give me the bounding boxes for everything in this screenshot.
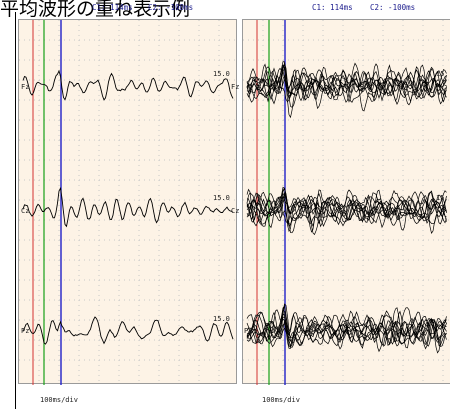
right-trace-2-6 [246, 310, 447, 354]
left-trace-1-0 [22, 186, 234, 228]
right-trace-1-8 [246, 197, 447, 236]
right-trace-0-9 [246, 77, 447, 112]
overlay-waveform-panel[interactable] [242, 19, 450, 385]
scale-label-pz-left: 15.0 [213, 315, 230, 323]
right-trace-2-7 [246, 312, 447, 349]
average-waveform-panel[interactable] [18, 19, 238, 385]
right-trace-2-5 [246, 305, 447, 347]
time-scale-label-left: 100ms/div [40, 396, 78, 404]
scale-label-cz-left: 15.0 [213, 194, 230, 202]
page-title: 平均波形の重ね表示例 [0, 0, 191, 20]
scale-label-fz-left: 15.0 [213, 70, 230, 78]
right-trace-1-5 [246, 193, 447, 227]
right-trace-0-8 [246, 64, 447, 119]
average-waveform-plot [19, 20, 238, 385]
cursor2-readout-left: C2: -100ms [148, 3, 194, 12]
channel-label-fz-right: Fz [231, 83, 240, 91]
scale-label-fz-right: 15 [436, 70, 445, 78]
right-trace-1-0 [246, 186, 447, 218]
channel-label-pz-right: Pz [244, 327, 253, 335]
left-frame-rule [15, 12, 16, 409]
right-trace-2-9 [246, 319, 447, 353]
channel-label-cz-left: Cz [21, 207, 30, 215]
right-trace-2-8 [246, 319, 447, 350]
right-trace-1-9 [246, 191, 447, 235]
left-trace-0-0 [22, 69, 234, 101]
right-trace-1-6 [246, 196, 447, 233]
scale-label-cz-right: 15 [436, 194, 445, 202]
time-scale-label-right: 100ms/div [262, 396, 300, 404]
channel-label-pz-left: Pz [21, 327, 30, 335]
cursor1-readout-right: C1: 114ms [312, 3, 353, 12]
left-trace-2-0 [22, 316, 234, 345]
right-trace-0-5 [246, 66, 447, 103]
cursor1-readout-left: C1: 114ms [92, 3, 133, 12]
channel-label-cz-right: Cz [231, 207, 240, 215]
overlay-waveform-plot [243, 20, 450, 385]
channel-label-fz-left: Fz [21, 83, 30, 91]
title-bar: 平均波形の重ね表示例 C1: 114ms C2: -100ms C1: 114m… [0, 0, 450, 20]
cursor2-readout-right: C2: -100ms [370, 3, 416, 12]
